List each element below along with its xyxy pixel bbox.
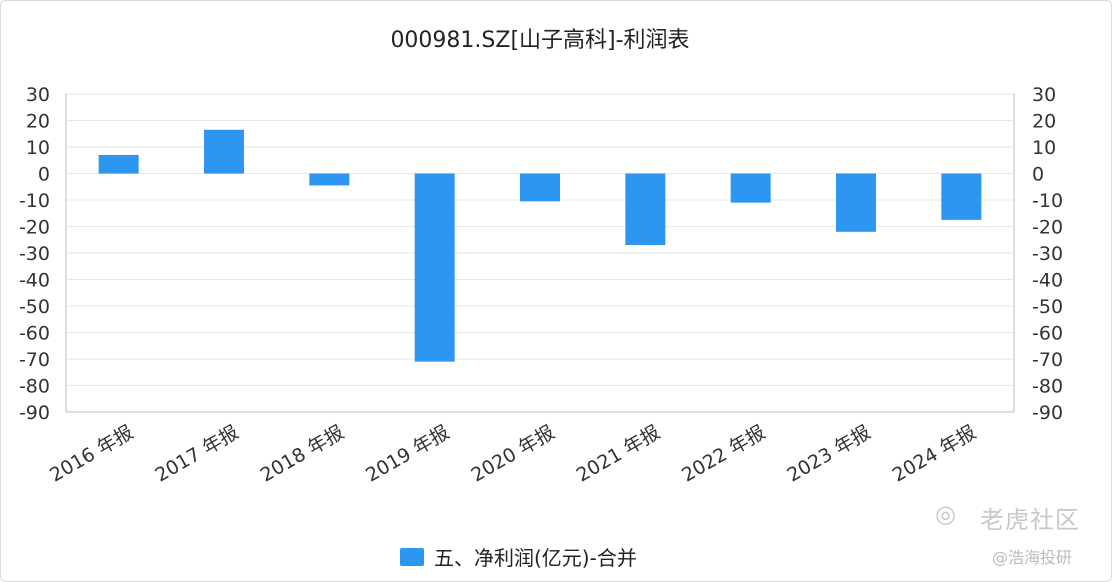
bar <box>309 173 350 186</box>
bar <box>730 173 771 203</box>
y-tick-label-left: 30 <box>26 84 50 106</box>
y-tick-label-left: -40 <box>19 270 50 292</box>
legend[interactable]: 五、净利润(亿元)-合并 <box>400 542 637 571</box>
y-tick-label-right: -50 <box>1032 296 1063 318</box>
y-tick-label-right: -40 <box>1032 270 1063 292</box>
legend-swatch <box>400 547 424 566</box>
x-tick-label: 2024 年报 <box>889 421 980 486</box>
y-tick-label-left: 20 <box>26 111 50 133</box>
y-tick-label-right: -30 <box>1032 243 1063 265</box>
watermark-logo-icon: ◎ <box>935 500 956 528</box>
x-tick-label: 2022 年报 <box>678 421 769 486</box>
y-tick-label-left: -50 <box>19 296 50 318</box>
y-tick-label-right: -60 <box>1032 323 1063 345</box>
y-tick-label-right: 30 <box>1032 84 1056 106</box>
legend-label: 五、净利润(亿元)-合并 <box>434 546 637 570</box>
y-tick-label-right: 0 <box>1032 164 1044 186</box>
bar <box>98 154 139 174</box>
y-tick-label-left: -70 <box>19 349 50 371</box>
x-tick-label: 2016 年报 <box>46 421 137 486</box>
y-tick-label-left: -80 <box>19 376 50 398</box>
y-tick-label-right: 20 <box>1032 111 1056 133</box>
bar <box>625 173 666 246</box>
bar <box>836 173 876 232</box>
y-tick-label-right: -70 <box>1032 349 1063 371</box>
y-tick-label-left: 0 <box>38 164 50 186</box>
y-tick-label-left: -30 <box>19 243 50 265</box>
y-tick-label-left: -60 <box>19 323 50 345</box>
bar <box>941 173 982 220</box>
y-tick-label-left: 10 <box>26 137 50 159</box>
y-tick-label-left: -10 <box>19 190 50 212</box>
x-tick-label: 2017 年报 <box>151 421 242 486</box>
y-tick-label-left: -90 <box>19 402 50 424</box>
watermark-text: 老虎社区 <box>980 506 1080 534</box>
y-tick-label-right: 10 <box>1032 137 1056 159</box>
bar <box>204 129 244 174</box>
bar <box>414 173 455 362</box>
y-tick-label-left: -20 <box>19 217 50 239</box>
y-tick-label-right: -90 <box>1032 402 1063 424</box>
bar <box>520 173 560 202</box>
y-tick-label-right: -10 <box>1032 190 1063 212</box>
watermark-sub: @浩海投研 <box>992 548 1073 567</box>
x-tick-label: 2018 年报 <box>257 421 348 486</box>
chart-title: 000981.SZ[山子高科]-利润表 <box>390 28 690 53</box>
y-tick-label-right: -80 <box>1032 376 1063 398</box>
x-tick-label: 2020 年报 <box>467 421 558 486</box>
y-tick-label-right: -20 <box>1032 217 1063 239</box>
x-tick-label: 2021 年报 <box>573 421 664 486</box>
x-tick-label: 2023 年报 <box>783 421 874 486</box>
x-tick-label: 2019 年报 <box>362 421 453 486</box>
